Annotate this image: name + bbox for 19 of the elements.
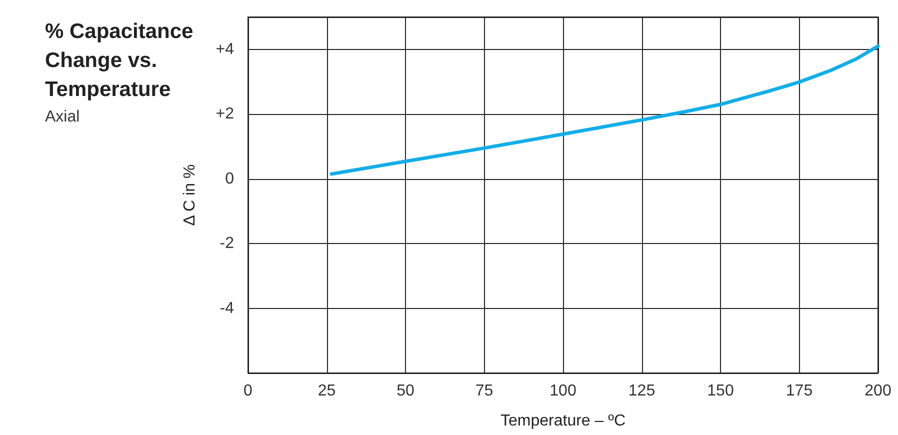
- x-tick-label: 150: [707, 382, 734, 400]
- line-series: [330, 44, 880, 176]
- y-axis-title: Δ C in %: [182, 164, 198, 226]
- x-tick-label: 200: [864, 382, 892, 400]
- x-tick-label: 75: [475, 382, 494, 400]
- text: % Capacitance Change vs. Temperature: [45, 20, 194, 101]
- y-tick-label: +2: [216, 106, 234, 123]
- x-tick-label: 175: [786, 382, 813, 400]
- y-tick-label: +4: [216, 40, 234, 58]
- text: Axial: [45, 108, 80, 126]
- y-tick-label: -2: [220, 235, 234, 252]
- y-tick-label: -4: [220, 300, 234, 317]
- y-tick-label: 0: [225, 170, 234, 188]
- x-axis-title: Temperature – ºC: [500, 412, 626, 430]
- x-tick-label: 100: [550, 382, 576, 400]
- x-tick-label: 125: [628, 382, 656, 400]
- x-tick-label: 25: [318, 382, 336, 400]
- x-tick-label: 0: [244, 382, 253, 400]
- x-tick-label: 50: [396, 382, 414, 400]
